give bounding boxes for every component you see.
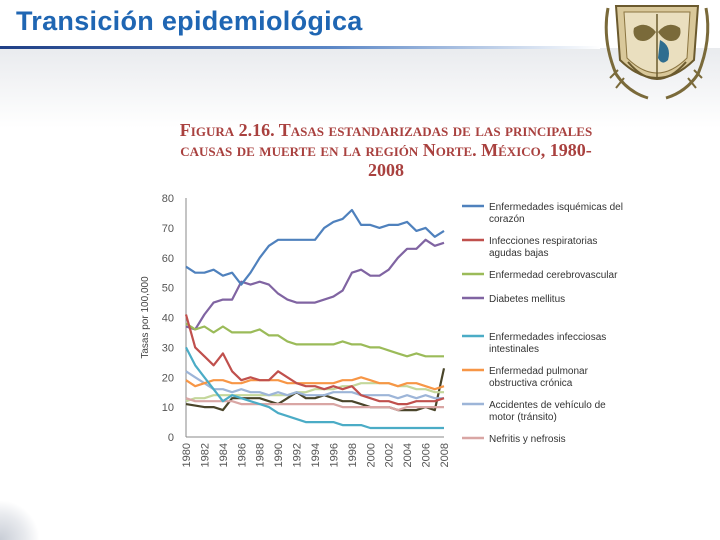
x-tick-label: 2004 [402,443,414,467]
y-tick-label: 20 [162,372,174,384]
y-tick-label: 0 [168,432,174,444]
x-tick-label: 1990 [273,443,285,467]
series-line [185,397,444,412]
legend-label: Enfermedad cerebrovascular [489,270,618,281]
corner-decoration [0,500,40,540]
x-tick-label: 2002 [384,443,396,467]
legend-label: Infecciones respiratorias agudas bajas [489,236,597,259]
y-tick-label: 30 [162,342,174,354]
legend-label: Diabetes mellitus [489,294,565,305]
x-tick-label: 1998 [347,443,359,467]
figure-title-line-1: Figura 2.16. Tasas estandarizadas de las… [179,120,593,140]
series-line [184,314,445,406]
x-tick-label: 1986 [236,443,248,467]
y-tick-label: 50 [162,283,174,295]
y-tick-label: 40 [162,313,174,325]
legend-label: Enfermedades infecciosas intestinales [489,332,606,355]
figure-title-line-3: 2008 [368,160,404,180]
x-tick-label: 1994 [310,443,322,467]
series-line [185,346,444,430]
x-tick-label: 2000 [365,443,377,467]
series-line [185,238,445,331]
figure-title-line-2: causas de muerte en la región Norte. Méx… [180,140,592,160]
series-line [185,322,444,358]
series-line [185,376,445,391]
y-tick-label: 80 [162,193,174,205]
x-tick-label: 1982 [199,443,211,467]
unam-crest-icon [598,0,716,100]
series-line [185,370,444,400]
x-tick-label: 1988 [255,443,267,467]
line-chart: 0 10 20 30 40 50 60 70 80 1980 1982 1984 1986 1988 199… [132,190,642,480]
y-tick-label: 70 [162,223,174,235]
x-tick-label: 2008 [439,443,451,467]
legend-label: Accidentes de vehículo de motor (tránsito… [489,400,606,423]
slide-title: Transición epidemiológica [16,6,363,36]
x-tick-label: 2006 [421,443,433,467]
legend-label: Nefritis y nefrosis [489,434,566,445]
chart-svg: 0 10 20 30 40 50 60 70 80 1980 1982 1984 1986 1988 199… [140,193,623,467]
slide-header: Transición epidemiológica [0,0,720,49]
y-tick-label: 60 [162,253,174,265]
background-band [0,48,720,128]
series-line [185,208,445,286]
figure-title: Figura 2.16. Tasas estandarizadas de las… [136,120,636,180]
x-tick-label: 1992 [292,443,304,467]
y-tick-label: 10 [162,402,174,414]
legend-label: Enfermedad pulmonar obstructiva crónica [489,366,589,389]
x-tick-label: 1980 [181,443,193,467]
y-axis-label: Tasas por 100,000 [140,276,151,359]
x-tick-label: 1984 [218,443,230,467]
legend-label: Enfermedades isquémicas del corazón [489,202,623,225]
header-rule [0,46,600,49]
x-tick-label: 1996 [328,443,340,467]
